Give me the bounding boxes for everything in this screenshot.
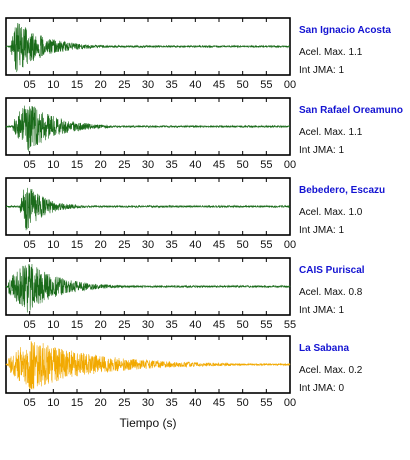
x-tick-label: 10 [47,397,59,409]
x-tick-label: 40 [189,239,201,251]
x-tick-label: 05 [24,79,36,91]
x-tick-label: 00 [284,239,296,251]
x-tick-label: 10 [47,79,59,91]
x-tick-label: 20 [95,397,107,409]
panel-5: 05 10 15 20 25 30 35 40 45 50 55 00 La Sabana Acel. M… [5,335,363,409]
station-name: San Rafael Oreamuno [299,105,403,116]
x-tick-label: 15 [71,79,83,91]
jma-intensity: Int JMA: 0 [299,383,344,394]
x-tick-label: 30 [142,159,154,171]
x-tick-label: 20 [95,159,107,171]
x-tick-label: 15 [71,319,83,331]
panel-2: 05 10 15 20 25 30 35 40 45 50 55 00 San Rafael Oream… [5,97,403,171]
x-tick-label: 30 [142,397,154,409]
x-tick-label: 15 [71,397,83,409]
x-tick-label: 55 [260,79,272,91]
x-tick-label: 35 [166,159,178,171]
jma-intensity: Int JMA: 1 [299,145,344,156]
jma-intensity: Int JMA: 1 [299,225,344,236]
station-name: La Sabana [299,343,349,354]
x-tick-label: 20 [95,319,107,331]
x-tick-label: 45 [213,319,225,331]
x-tick-label: 55 [284,319,296,331]
x-tick-label: 05 [24,239,36,251]
x-tick-label: 35 [166,239,178,251]
x-tick-label: 05 [24,319,36,331]
x-tick-label: 55 [260,397,272,409]
x-tick-label: 50 [237,397,249,409]
x-tick-label: 25 [118,319,130,331]
x-tick-label: 50 [237,159,249,171]
x-tick-label: 40 [189,397,201,409]
jma-intensity: Int JMA: 1 [299,65,344,76]
station-name: Bebedero, Escazu [299,185,385,196]
waveform-trace [5,23,291,73]
x-tick-label: 50 [237,319,249,331]
x-tick-label: 55 [260,159,272,171]
x-tick-label: 20 [95,239,107,251]
x-tick-label: 05 [24,159,36,171]
jma-intensity: Int JMA: 1 [299,305,344,316]
x-tick-label: 35 [166,79,178,91]
x-tick-label: 25 [118,239,130,251]
x-tick-label: 40 [189,319,201,331]
x-axis-label: Tiempo (s) [120,416,177,430]
max-acceleration: Acel. Max. 1.1 [299,47,363,58]
x-tick-label: 10 [47,239,59,251]
waveform-trace [5,263,291,313]
panel-4: 05 10 15 20 25 30 35 40 45 50 55 55 CAIS Puriscal Ace… [5,257,365,331]
x-tick-label: 15 [71,159,83,171]
x-tick-label: 15 [71,239,83,251]
x-tick-label: 25 [118,159,130,171]
x-tick-label: 30 [142,239,154,251]
waveform-trace [5,341,291,390]
x-tick-label: 50 [237,79,249,91]
x-tick-label: 05 [24,397,36,409]
x-tick-label: 45 [213,397,225,409]
max-acceleration: Acel. Max. 0.2 [299,365,363,376]
x-tick-label: 00 [284,397,296,409]
x-tick-label: 25 [118,397,130,409]
x-tick-label: 45 [213,239,225,251]
x-tick-label: 10 [47,159,59,171]
x-tick-label: 45 [213,159,225,171]
panel-3: 05 10 15 20 25 30 35 40 45 50 55 00 Bebedero, Escazu… [5,177,385,251]
station-name: CAIS Puriscal [299,265,365,276]
max-acceleration: Acel. Max. 0.8 [299,287,363,298]
waveform-trace [5,187,291,231]
x-tick-label: 35 [166,397,178,409]
x-tick-label: 30 [142,79,154,91]
x-tick-label: 10 [47,319,59,331]
x-tick-label: 35 [166,319,178,331]
max-acceleration: Acel. Max. 1.0 [299,207,363,218]
waveform-trace [5,105,291,152]
station-name: San Ignacio Acosta [299,25,391,36]
x-tick-label: 40 [189,79,201,91]
x-tick-label: 00 [284,159,296,171]
x-tick-label: 00 [284,79,296,91]
x-tick-label: 30 [142,319,154,331]
x-tick-label: 25 [118,79,130,91]
x-tick-label: 50 [237,239,249,251]
panel-1: 05 10 15 20 25 30 35 40 45 50 55 00 San Ignacio Acos… [5,17,391,91]
max-acceleration: Acel. Max. 1.1 [299,127,363,138]
x-tick-label: 55 [260,239,272,251]
x-tick-label: 20 [95,79,107,91]
x-tick-label: 40 [189,159,201,171]
x-tick-label: 55 [260,319,272,331]
x-tick-label: 45 [213,79,225,91]
